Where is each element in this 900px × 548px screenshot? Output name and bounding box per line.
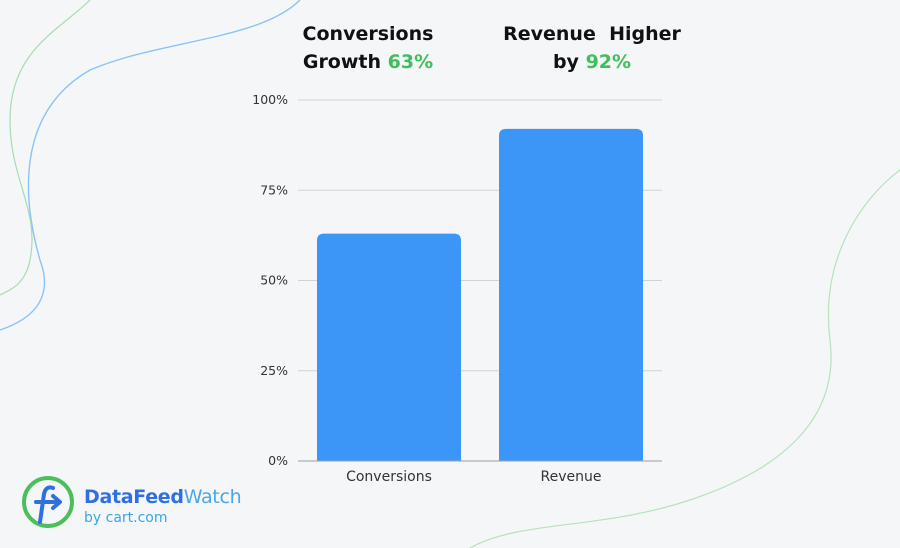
bar-conversions xyxy=(317,233,461,461)
y-tick-label: 0% xyxy=(268,453,288,468)
x-axis-labels: Conversions Revenue xyxy=(346,469,601,485)
datafeedwatch-f-icon xyxy=(22,476,74,528)
conversions-headline-text: Growth xyxy=(302,51,382,73)
revenue-headline-text: by xyxy=(552,51,579,73)
revenue-headline-line1: Revenue Higher xyxy=(503,23,681,45)
x-tick-label-revenue: Revenue xyxy=(541,469,602,485)
y-tick-label: 75% xyxy=(260,182,288,197)
y-axis-ticks: 0% 25% 50% 75% 100% xyxy=(252,92,288,468)
conversions-growth-value: 63% xyxy=(387,51,434,73)
bars xyxy=(317,128,643,461)
x-tick-label-conversions: Conversions xyxy=(346,469,432,485)
logo-brand-second: Watch xyxy=(183,486,242,508)
y-tick-label: 25% xyxy=(260,363,288,378)
conversions-headline-line1: Conversions xyxy=(302,23,434,45)
logo-byline: by cart.com xyxy=(84,510,168,526)
y-tick-label: 100% xyxy=(252,92,288,107)
conversions-headline-line2: Growth 63% xyxy=(270,48,466,76)
revenue-higher-value: 92% xyxy=(585,51,632,73)
conversions-headline: Conversions Growth 63% xyxy=(270,20,466,76)
y-tick-label: 50% xyxy=(260,273,288,288)
datafeedwatch-logo: DataFeedWatch by cart.com xyxy=(20,474,260,532)
bar-revenue xyxy=(499,128,643,461)
logo-brand-first: DataFeed xyxy=(84,486,184,508)
revenue-headline: Revenue Higher by 92% xyxy=(492,20,692,76)
revenue-headline-line2: by 92% xyxy=(492,48,692,76)
logo-brand-name: DataFeedWatch xyxy=(84,486,242,508)
